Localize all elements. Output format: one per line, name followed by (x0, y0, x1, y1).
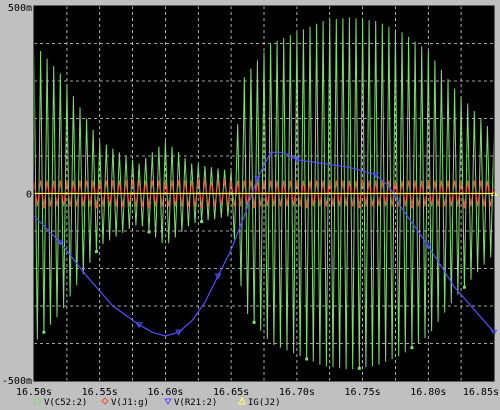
tick-labels: 16.50s 16.55s 16.60s 16.65s 16.70s 16.75s 16.8… (2, 3, 499, 398)
series-0-point (252, 320, 256, 324)
series-1-line (33, 180, 495, 207)
series-2-point (372, 172, 380, 179)
series-2-point (214, 273, 222, 280)
legend-marker-2 (164, 398, 172, 405)
x-tick-label: 16.80s (410, 387, 446, 398)
legend-label-3: IG(J2) (248, 398, 281, 408)
y-tick-label: 500m (8, 3, 32, 14)
x-tick-label: 16.60s (147, 387, 183, 398)
legend-label-0: V(C52:2) (44, 398, 87, 408)
legend-label-2: V(R21:2) (174, 398, 217, 408)
legend-marker-3 (238, 396, 246, 405)
x-tick-label: 16.70s (279, 387, 315, 398)
series-0-point (147, 230, 151, 234)
plot-frame (33, 5, 495, 382)
x-tick-label: 16.75s (345, 387, 381, 398)
legend-marker-0 (34, 398, 41, 405)
series-1-point (357, 204, 362, 209)
series-2-point (293, 157, 301, 164)
series-2-line (33, 151, 495, 337)
series-0-point (462, 285, 466, 289)
x-tick-label: 16.50s (16, 387, 52, 398)
series-1-point (409, 204, 414, 209)
series-1-point (199, 204, 204, 209)
series-1-point (462, 204, 467, 209)
series-0-point (357, 366, 361, 370)
x-tick-label: 16.85s (463, 387, 499, 398)
series-layer (33, 17, 498, 370)
y-tick-label: 0 (26, 190, 32, 201)
series-2-point (424, 243, 432, 250)
series-0-line (33, 17, 495, 370)
series-0-point (42, 330, 46, 334)
y-tick-label: -500m (2, 376, 32, 387)
series-1-point (94, 204, 99, 209)
series-1-point (147, 204, 151, 209)
series-0-point (410, 346, 414, 350)
series-1-point (252, 204, 257, 209)
legend-label-1: V(J1:g) (111, 398, 149, 408)
series-0-point (305, 357, 309, 361)
series-2-point (135, 322, 143, 329)
series-2-point (254, 176, 261, 183)
series-0-point (200, 220, 204, 224)
series-2-point (175, 329, 182, 336)
legend-marker-1 (101, 397, 109, 405)
series-2-point (56, 239, 64, 246)
series-0-point (94, 250, 98, 254)
legend: V(C52:2) V(J1:g) V(R21:2) IG(J2) (34, 396, 281, 408)
x-tick-label: 16.55s (82, 387, 118, 398)
series-1-point (304, 204, 309, 209)
series-1-point (41, 204, 46, 209)
x-tick-label: 16.65s (213, 387, 249, 398)
